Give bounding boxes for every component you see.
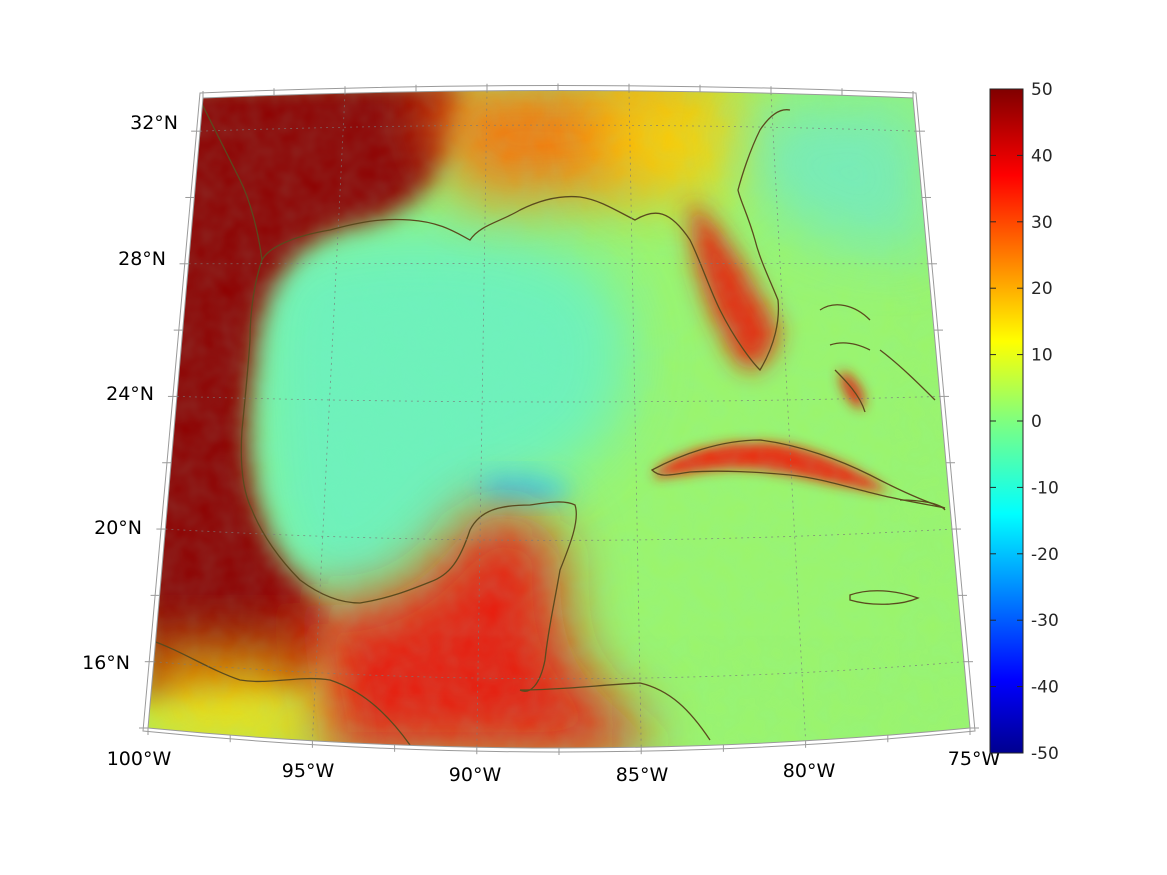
colorbar-tick-label: 10 (1031, 346, 1053, 366)
meridian-line (628, 90, 642, 748)
coastline-central-america (149, 639, 411, 746)
coastlines (149, 99, 946, 746)
latitude-labels: 32°N 28°N 24°N 20°N 16°N (82, 112, 178, 674)
lon-label: 80°W (783, 760, 836, 782)
coastline-jamaica (849, 590, 920, 605)
longitude-labels: 100°W 95°W 90°W 85°W 80°W 75°W (107, 748, 1001, 786)
colorbar: 50 40 30 20 10 0 -10 -20 -30 -40 -50 (989, 80, 1059, 764)
graticule (153, 90, 965, 748)
lat-label: 16°N (82, 652, 130, 674)
coastline-cuba (650, 439, 946, 509)
coastline-honduras (519, 682, 711, 741)
colorbar-tick-label: 40 (1031, 146, 1053, 166)
colorbar-tick-label: -10 (1031, 478, 1059, 498)
parallel-line (176, 396, 941, 403)
meridian-line (312, 93, 346, 741)
colorbar-tick-label: 20 (1031, 279, 1053, 299)
parallel-line (165, 528, 953, 541)
colorbar-ticks: 50 40 30 20 10 0 -10 -20 -30 -40 -50 (990, 80, 1059, 764)
colorbar-tick-label: -40 (1031, 678, 1059, 698)
coastline-hispaniola (899, 499, 946, 511)
data-field (148, 90, 970, 748)
frame-outer (142, 85, 976, 753)
colorbar-tick-label: 50 (1031, 80, 1053, 100)
colorbar-tick-label: -30 (1031, 611, 1059, 631)
coastline-gulf (199, 99, 791, 372)
colorbar-tick-label: -20 (1031, 545, 1059, 565)
lon-label: 85°W (616, 764, 669, 786)
lon-label: 90°W (449, 764, 502, 786)
coastline-mexico-west (240, 259, 577, 692)
map-frame (139, 83, 979, 755)
lon-label: 95°W (282, 760, 335, 782)
colorbar-tick-label: 0 (1031, 412, 1042, 432)
lat-label: 24°N (106, 383, 154, 405)
lat-label: 28°N (118, 248, 166, 270)
coastline-bahamas (819, 304, 936, 413)
lat-label: 20°N (94, 517, 142, 539)
frame-outline (147, 90, 971, 749)
lon-label: 75°W (948, 748, 1001, 770)
lon-label: 100°W (107, 748, 172, 770)
field-noise (148, 90, 970, 748)
meridian-line (476, 90, 488, 748)
lat-label: 32°N (130, 112, 178, 134)
meridian-line (770, 93, 806, 741)
colorbar-tick-label: -50 (1031, 744, 1059, 764)
colorbar-tick-label: 30 (1031, 213, 1053, 233)
